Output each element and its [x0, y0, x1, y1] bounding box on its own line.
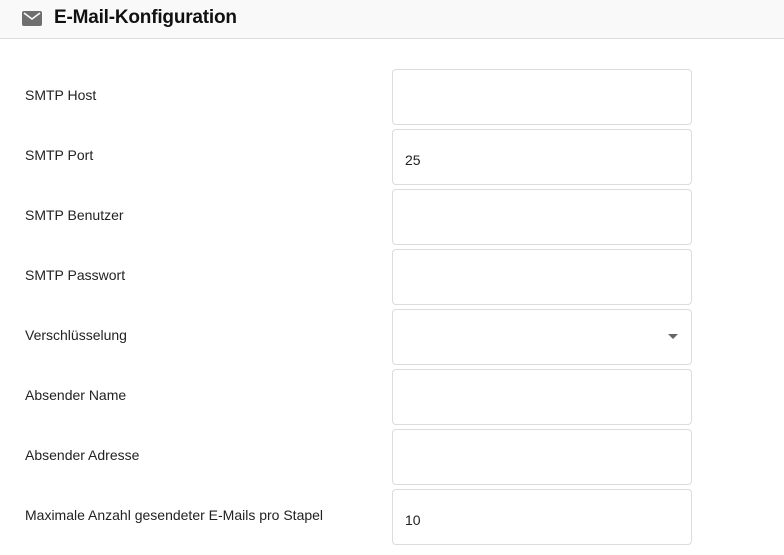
form-row-smtp-port: SMTP Port 25 — [0, 129, 784, 185]
smtp-host-label: SMTP Host — [25, 87, 97, 103]
page-title: E-Mail-Konfiguration — [54, 7, 237, 28]
form-row-smtp-user: SMTP Benutzer — [0, 189, 784, 245]
smtp-user-label: SMTP Benutzer — [25, 207, 124, 223]
smtp-port-label: SMTP Port — [25, 147, 94, 163]
encryption-label: Verschlüsselung — [25, 327, 127, 343]
smtp-port-value: 25 — [405, 152, 421, 168]
smtp-password-label: SMTP Passwort — [25, 267, 126, 283]
max-emails-per-batch-value: 10 — [405, 512, 421, 528]
encryption-select[interactable] — [392, 309, 692, 365]
max-emails-per-batch-label: Maximale Anzahl gesendeter E-Mails pro S… — [25, 507, 324, 523]
chevron-down-icon[interactable] — [668, 334, 678, 339]
max-emails-per-batch-input[interactable]: 10 — [392, 489, 692, 545]
sender-address-input[interactable] — [392, 429, 692, 485]
smtp-host-input[interactable] — [392, 69, 692, 125]
section-header: E-Mail-Konfiguration — [0, 0, 784, 39]
form-row-smtp-host: SMTP Host — [0, 69, 784, 125]
smtp-password-input[interactable] — [392, 249, 692, 305]
sender-address-label: Absender Adresse — [25, 447, 140, 463]
mail-icon — [22, 11, 42, 26]
sender-name-input[interactable] — [392, 369, 692, 425]
form-row-sender-address: Absender Adresse — [0, 429, 784, 485]
sender-name-label: Absender Name — [25, 387, 127, 403]
smtp-user-input[interactable] — [392, 189, 692, 245]
form-row-encryption: Verschlüsselung — [0, 309, 784, 365]
form-row-max-emails-per-batch: Maximale Anzahl gesendeter E-Mails pro S… — [0, 489, 784, 545]
form-row-smtp-password: SMTP Passwort — [0, 249, 784, 305]
form-row-sender-name: Absender Name — [0, 369, 784, 425]
smtp-port-input[interactable]: 25 — [392, 129, 692, 185]
